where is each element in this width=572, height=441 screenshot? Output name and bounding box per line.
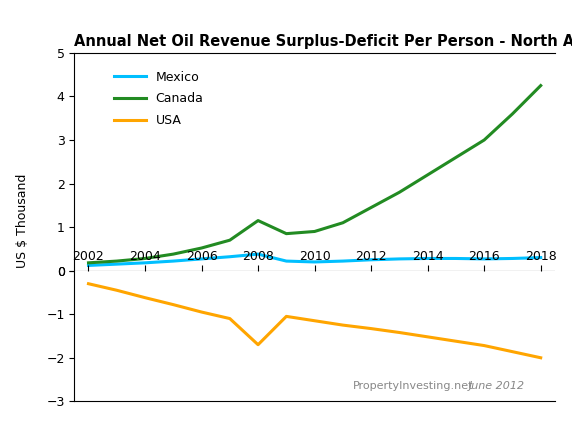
Text: Annual Net Oil Revenue Surplus-Deficit Per Person - North America: Annual Net Oil Revenue Surplus-Deficit P… xyxy=(74,34,572,49)
Text: June 2012: June 2012 xyxy=(468,381,525,391)
Text: PropertyInvesting.net: PropertyInvesting.net xyxy=(353,381,474,391)
Text: US $ Thousand: US $ Thousand xyxy=(17,173,29,268)
Legend: Mexico, Canada, USA: Mexico, Canada, USA xyxy=(109,66,209,132)
